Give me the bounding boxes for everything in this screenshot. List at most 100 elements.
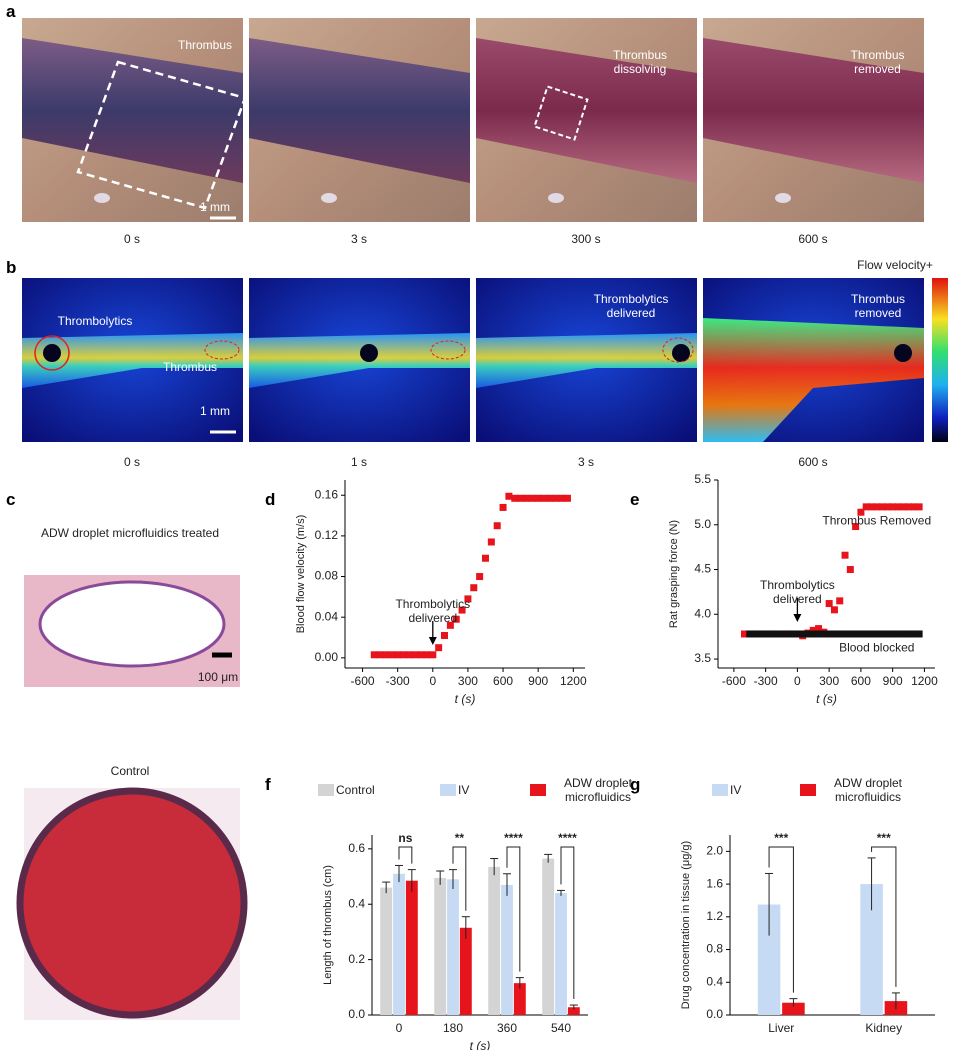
y-tick-label: 5.5 [694, 472, 711, 486]
data-point [852, 523, 860, 531]
flow-streak [249, 333, 470, 388]
x-axis-title: t (s) [816, 692, 837, 706]
flow-image [249, 278, 470, 442]
flow-streak [476, 333, 697, 388]
data-point [370, 651, 378, 659]
x-tick-label: 1200 [560, 674, 587, 688]
annotation: Thrombolytics delivered [395, 597, 471, 625]
x-tick-label: 0 [396, 1021, 403, 1035]
bar [757, 904, 781, 1015]
data-point [815, 630, 823, 638]
legend-swatch [440, 784, 456, 796]
photos [16, 18, 948, 1020]
significance-bracket [452, 846, 467, 911]
bar [405, 880, 418, 1015]
thrombus-outline [430, 340, 466, 360]
data-point [493, 522, 501, 530]
y-tick-label: 0.4 [348, 896, 365, 910]
data-point [746, 630, 754, 638]
data-point [458, 606, 466, 614]
y-tick-label: 0.16 [315, 487, 339, 501]
y-tick-label: 5.0 [694, 517, 711, 531]
caption: 0 s [123, 455, 140, 469]
dark-spot [43, 344, 61, 362]
lumen [38, 580, 226, 668]
legend-swatch [712, 784, 728, 796]
data-point [772, 630, 780, 638]
legend-label: IV [458, 783, 470, 797]
data-point [905, 503, 913, 511]
data-point [799, 630, 807, 638]
data-point [778, 630, 786, 638]
annotation: Thrombolytics delivered [593, 292, 669, 320]
legend-label: Control [336, 783, 375, 797]
data-point [534, 494, 542, 502]
panel-label: d [265, 490, 276, 509]
colorbar [932, 278, 948, 442]
data-point [873, 630, 881, 638]
data-point [809, 626, 817, 634]
data-point [857, 630, 865, 638]
data-point [820, 630, 828, 638]
y-axis-title: Blood flow velocity (m/s) [295, 515, 307, 634]
y-tick-label: 0.4 [706, 974, 723, 988]
x-tick-label: Kidney [865, 1021, 902, 1035]
y-tick-label: 0.0 [348, 1007, 365, 1021]
roi-box [76, 60, 247, 210]
clot [16, 787, 248, 1019]
significance-bracket [506, 846, 521, 972]
significance-label: *** [774, 831, 788, 845]
data-point [423, 651, 431, 659]
data-point [540, 494, 548, 502]
bar [393, 873, 405, 1015]
bar [380, 887, 393, 1015]
scale-bar-label: 1 mm [200, 404, 230, 418]
bar [501, 884, 513, 1015]
data-point [830, 606, 838, 614]
y-axis-title: Rat grasping force (N) [668, 520, 680, 628]
data-point [862, 503, 870, 511]
data-point [910, 503, 918, 511]
panel-label: a [6, 2, 16, 21]
bar [459, 927, 472, 1015]
annotation: Thrombus removed [850, 48, 905, 76]
highlight [94, 193, 110, 203]
data-point [841, 630, 849, 638]
data-point [878, 630, 886, 638]
data-point [740, 630, 748, 638]
panel-label: f [265, 775, 271, 794]
data-point [905, 630, 913, 638]
data-point [783, 630, 791, 638]
annotation: Thrombus dissolving [612, 48, 668, 76]
data-point [400, 651, 408, 659]
legend-swatch [800, 784, 816, 796]
dark-spot [894, 344, 912, 362]
x-tick-label: 600 [851, 674, 871, 688]
legend-label: ADW droplet microfluidics [563, 776, 633, 804]
caption: 0 s [123, 232, 140, 246]
data-point [846, 566, 854, 574]
panel-label: c [6, 490, 16, 509]
flow-streak [703, 318, 924, 442]
data-point [862, 630, 870, 638]
marker [34, 335, 70, 371]
x-tick-label: 600 [493, 674, 513, 688]
x-tick-label: 300 [819, 674, 839, 688]
bar [488, 866, 501, 1015]
data-point [505, 492, 513, 500]
y-tick-label: 0.0 [706, 1007, 723, 1021]
y-tick-label: 0.8 [706, 942, 723, 956]
data-point [517, 494, 525, 502]
data-point [417, 651, 425, 659]
arrow-head [793, 614, 802, 622]
data-point [846, 630, 854, 638]
annotation: Thrombus [162, 360, 218, 374]
significance-bracket [871, 846, 897, 987]
photo [703, 18, 924, 222]
panel-label: g [630, 775, 641, 794]
dark-spot [360, 344, 378, 362]
vessel [249, 38, 470, 183]
data-point [804, 630, 812, 638]
data-point [873, 503, 881, 511]
